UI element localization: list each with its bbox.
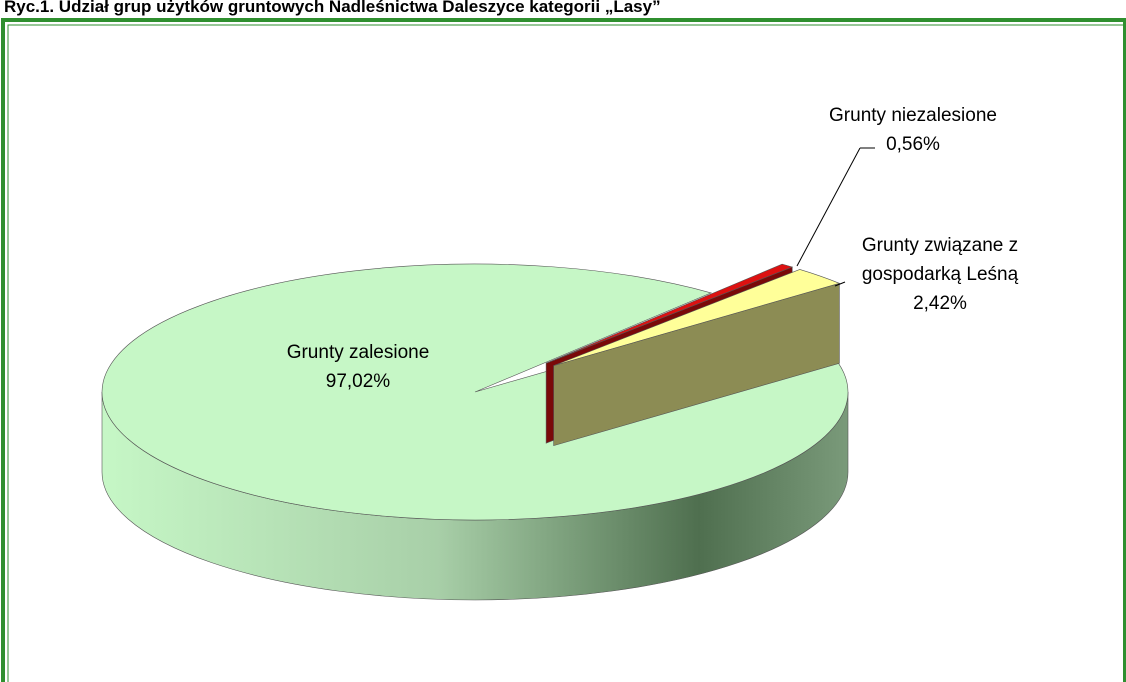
slice-label-block: Grunty niezalesione 0,56% <box>800 101 1026 159</box>
frame <box>1 18 1126 682</box>
slice <box>553 269 841 366</box>
chart-title: Ryc.1. Udział grup użytków gruntowych Na… <box>4 0 661 16</box>
category-label: Grunty związane z gospodarką Leśną <box>861 235 1019 285</box>
category-label: Grunty zalesione <box>286 342 430 363</box>
leader-line <box>796 147 861 267</box>
value-label: 0,56% <box>886 134 940 155</box>
category-label: Grunty niezalesione <box>829 105 997 126</box>
slice-label-block: Grunty zalesione 97,02% <box>248 338 468 396</box>
slice <box>546 263 794 364</box>
value-label: 2,42% <box>913 293 967 314</box>
slice <box>101 263 849 521</box>
leader-line <box>834 281 846 287</box>
value-label: 97,02% <box>325 371 391 392</box>
slice-label-block: Grunty związane z gospodarką Leśną 2,42% <box>840 231 1040 318</box>
pie <box>101 263 849 601</box>
frame-inner <box>7 24 1126 682</box>
